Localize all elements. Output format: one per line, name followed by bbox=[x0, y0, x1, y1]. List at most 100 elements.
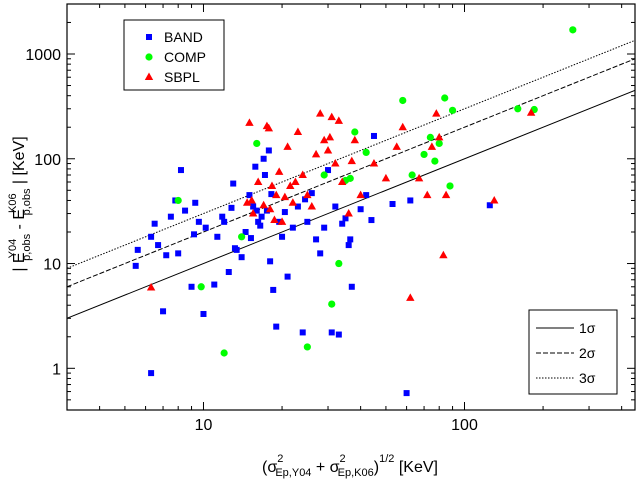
x-tick-label: 10 bbox=[195, 417, 213, 434]
data-point-sbpl bbox=[298, 170, 307, 178]
y-tick-label: 10 bbox=[43, 257, 61, 274]
data-point-band bbox=[345, 242, 352, 249]
data-point-band bbox=[202, 224, 209, 231]
y-tick-label: 1000 bbox=[25, 47, 61, 64]
data-point-band bbox=[230, 180, 237, 187]
legend-marker-comp bbox=[145, 53, 153, 61]
data-point-band bbox=[238, 254, 245, 261]
data-point-comp bbox=[435, 139, 443, 148]
data-point-sbpl bbox=[315, 109, 325, 117]
data-point-band bbox=[134, 246, 141, 253]
data-point-sbpl bbox=[291, 177, 300, 186]
legend-markers: BAND COMP SBPL bbox=[123, 19, 225, 91]
data-point-comp bbox=[346, 174, 354, 182]
data-point-sbpl bbox=[325, 132, 335, 141]
data-point-band bbox=[313, 236, 320, 243]
data-point-band bbox=[370, 132, 377, 139]
data-point-band bbox=[302, 196, 309, 203]
data-point-comp bbox=[253, 139, 261, 148]
data-point-sbpl bbox=[267, 181, 277, 189]
data-point-band bbox=[182, 207, 189, 214]
sigma-legend-box bbox=[528, 309, 618, 395]
data-point-band bbox=[276, 218, 283, 225]
data-point-band bbox=[325, 167, 332, 174]
data-point-band bbox=[304, 218, 311, 225]
reference-line bbox=[67, 89, 635, 319]
data-point-sbpl bbox=[293, 127, 303, 136]
data-point-band bbox=[299, 329, 306, 336]
plot-frame bbox=[66, 3, 636, 411]
axis-ticks: 10 100 1 10 100 1000 bbox=[25, 3, 635, 434]
data-point-band bbox=[347, 236, 354, 243]
data-point-sbpl bbox=[311, 149, 321, 158]
data-point-band bbox=[191, 231, 198, 238]
data-point-band bbox=[200, 310, 207, 317]
data-point-sbpl bbox=[286, 181, 295, 189]
data-point-comp bbox=[351, 128, 359, 136]
data-point-sbpl bbox=[398, 122, 407, 131]
data-point-band bbox=[225, 269, 232, 276]
data-point-sbpl bbox=[277, 217, 287, 225]
data-point-comp bbox=[335, 259, 343, 268]
data-point-band bbox=[270, 286, 277, 293]
data-point-sbpl bbox=[406, 293, 415, 301]
data-point-band bbox=[228, 204, 235, 211]
data-point-comp bbox=[569, 26, 577, 34]
data-point-sbpl bbox=[242, 198, 252, 206]
data-point-band bbox=[486, 202, 493, 209]
y-axis-title: | EY04 p,obs - EK06 p,obs | [KeV] bbox=[7, 136, 33, 271]
y-tick-label: 1 bbox=[52, 361, 61, 378]
data-point-band bbox=[273, 323, 280, 330]
data-point-comp bbox=[399, 96, 407, 105]
y-tick-label: 100 bbox=[34, 152, 61, 169]
data-point-band bbox=[155, 242, 162, 249]
data-point-band bbox=[221, 218, 228, 225]
data-point-band bbox=[281, 209, 288, 216]
data-point-sbpl bbox=[253, 177, 263, 186]
data-point-band bbox=[294, 203, 301, 210]
data-point-sbpl bbox=[350, 135, 360, 144]
data-point-band bbox=[328, 329, 335, 336]
data-point-band bbox=[261, 171, 268, 178]
data-point-band bbox=[339, 220, 346, 227]
data-point-sbpl bbox=[265, 204, 275, 213]
data-point-band bbox=[279, 233, 286, 240]
data-point-sbpl bbox=[381, 173, 391, 182]
data-point-sbpl bbox=[427, 142, 437, 150]
data-point-band bbox=[289, 224, 296, 231]
data-point-sbpl bbox=[307, 202, 316, 210]
data-point-band bbox=[195, 218, 202, 225]
data-point-band bbox=[255, 218, 262, 225]
data-point-sbpl bbox=[414, 173, 424, 182]
data-point-comp bbox=[441, 94, 449, 102]
legend-marker-band bbox=[146, 34, 152, 40]
data-point-sbpl bbox=[146, 283, 156, 291]
data-point-band bbox=[175, 250, 182, 257]
data-point-band bbox=[389, 201, 396, 208]
data-point-band bbox=[132, 262, 139, 269]
data-point-comp bbox=[238, 233, 246, 241]
data-point-comp bbox=[303, 343, 311, 351]
data-point-band bbox=[247, 235, 254, 242]
data-point-band bbox=[214, 233, 221, 240]
reference-line bbox=[67, 39, 635, 269]
data-point-band bbox=[321, 224, 328, 231]
data-point-band bbox=[148, 233, 155, 240]
data-point-sbpl bbox=[526, 108, 536, 116]
data-point-comp bbox=[220, 349, 228, 357]
data-point-sbpl bbox=[432, 109, 441, 117]
data-point-band bbox=[335, 331, 342, 338]
data-point-band bbox=[163, 252, 170, 259]
data-point-comp bbox=[448, 106, 457, 114]
data-point-sbpl bbox=[344, 209, 353, 217]
data-point-sbpl bbox=[490, 195, 499, 204]
legend-label: SBPL bbox=[164, 69, 200, 85]
data-point-band bbox=[177, 167, 184, 174]
data-point-sbpl bbox=[356, 190, 365, 199]
data-point-sbpl bbox=[270, 215, 279, 224]
data-point-sbpl bbox=[323, 145, 333, 154]
data-point-sbpl bbox=[272, 190, 281, 199]
data-point-sbpl bbox=[274, 167, 284, 175]
data-point-comp bbox=[197, 283, 205, 291]
